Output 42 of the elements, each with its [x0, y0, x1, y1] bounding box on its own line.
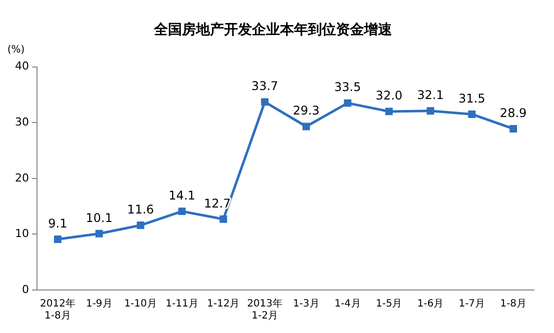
point: [178, 208, 186, 216]
x-tick-label: 1-7月: [458, 298, 486, 310]
y-tick-label: 10: [14, 227, 29, 240]
point: [136, 222, 144, 229]
point: [261, 98, 269, 106]
x-tick-label: 1-5月: [376, 298, 402, 310]
text: 11.6: [127, 202, 154, 216]
x-tick-label: 1-6月: [417, 298, 444, 310]
point: [54, 235, 62, 243]
y-tick-label: 40: [14, 60, 29, 73]
text: 33.7: [251, 79, 278, 94]
point: [510, 125, 518, 132]
x-tick-label: 1-9月: [86, 298, 112, 310]
x-tick-label: 1-8月: [500, 298, 526, 310]
point: [344, 99, 352, 107]
text: 33.5: [334, 80, 361, 94]
x-tick-label: 2012年 1-8月: [40, 298, 76, 322]
text: 29.3: [292, 104, 320, 118]
x-tick-label: 1-4月: [334, 298, 361, 310]
y-tick-label: 0: [22, 282, 29, 296]
text: 14.1: [168, 188, 196, 202]
point: [220, 215, 228, 223]
x-tick-label: 1-10月: [124, 298, 157, 310]
y-tick-label: 30: [14, 115, 29, 128]
y-tick-label: 20: [14, 171, 29, 184]
point: [426, 107, 434, 115]
text: 31.5: [458, 91, 486, 106]
x-tick-label: 1-3月: [293, 298, 320, 310]
point: [385, 108, 393, 116]
point: [95, 230, 103, 238]
x-tick-label: 1-12月: [207, 298, 240, 310]
chart-title: 全国房地产开发企业本年到位资金增速: [153, 21, 393, 38]
x-tick-label: 2013年 1-2月: [247, 298, 283, 322]
text: 32.0: [376, 88, 402, 103]
text: 10.1: [86, 210, 112, 225]
text: 28.9: [500, 106, 527, 120]
point: [468, 110, 476, 118]
y-axis-title: (%): [7, 44, 25, 56]
x-tick-label: 1-11月: [166, 298, 198, 310]
text: 9.1: [48, 216, 68, 230]
text: 32.1: [417, 88, 444, 102]
point: [302, 122, 310, 130]
